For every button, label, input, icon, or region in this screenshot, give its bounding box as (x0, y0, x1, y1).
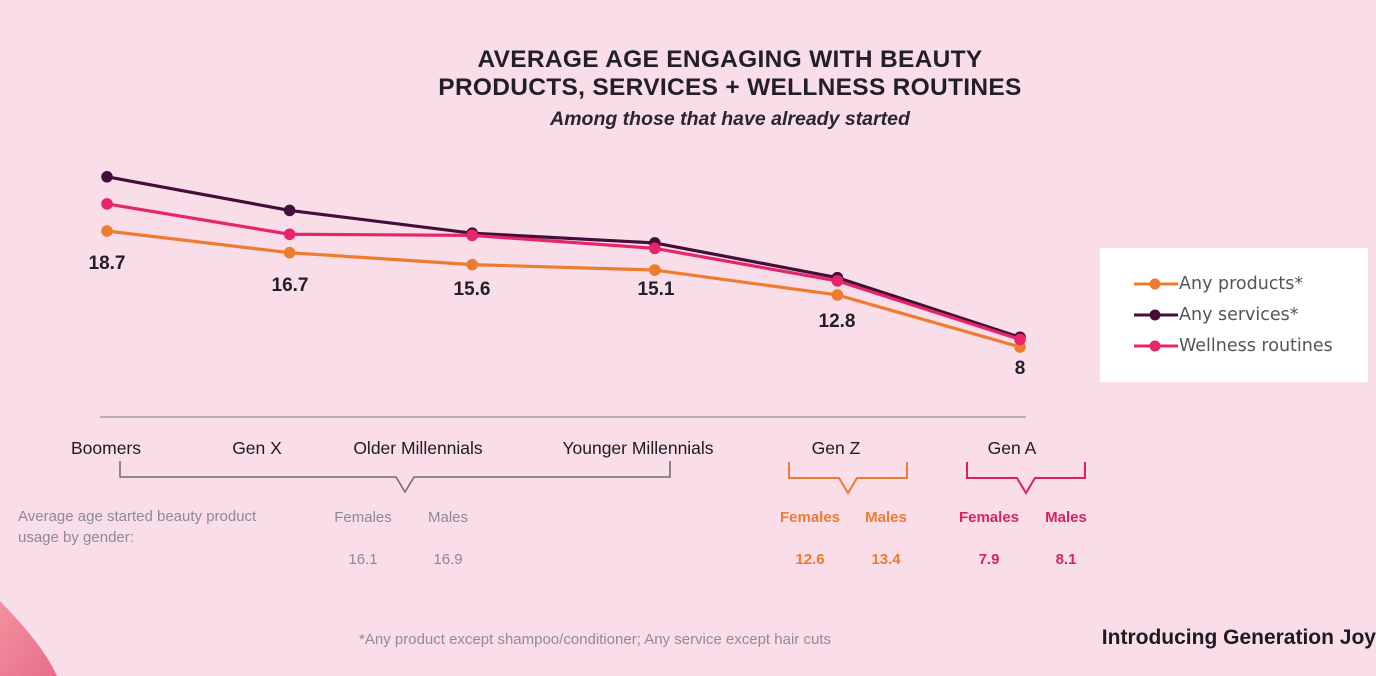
gender-value-males-gen-a: 8.1 (1055, 551, 1077, 568)
data-point-any-services (101, 171, 113, 183)
chart-subtitle: Among those that have already started (550, 108, 910, 130)
category-label-boomers: Boomers (70, 438, 142, 458)
legend-label: Any products* (1179, 274, 1304, 294)
gender-value-females-gen-a: 7.9 (978, 551, 1000, 568)
legend-marker-any-services-icon (1134, 309, 1178, 321)
legend-item-any-products: Any products* (1134, 274, 1368, 294)
gender-header-males-gen-z: Males (865, 509, 907, 526)
legend-label: Wellness routines (1179, 336, 1333, 356)
legend-label: Any services* (1179, 305, 1299, 325)
gender-caption-line2: usage by gender: (18, 528, 134, 546)
gender-caption: Average age started beauty product usage… (18, 507, 348, 548)
data-point-wellness-routines (1014, 333, 1026, 346)
gender-value-males-older: 16.9 (433, 551, 463, 568)
data-label-gen-x: 16.7 (271, 275, 309, 296)
data-point-any-products (831, 289, 844, 301)
chart-title-block: AVERAGE AGE ENGAGING WITH BEAUTY PRODUCT… (380, 46, 1080, 131)
gender-header-males-older: Males (427, 509, 468, 526)
gender-value-females-older: 16.1 (348, 551, 378, 568)
data-point-any-products (649, 264, 661, 276)
legend-item-any-services: Any services* (1134, 305, 1368, 325)
gender-header-males-gen-a: Males (1045, 509, 1087, 526)
series-line-wellness-routines (106, 202, 1021, 341)
gender-value-females-gen-z: 12.6 (795, 551, 825, 568)
chart-title-line2: PRODUCTS, SERVICES + WELLNESS ROUTINES (438, 74, 1022, 101)
pink-blob-decoration (0, 601, 57, 676)
data-point-any-products (283, 246, 296, 259)
series-line-any-services (106, 175, 1021, 339)
legend-marker-any-products-icon (1134, 278, 1178, 290)
data-label-younger-millennials: 15.1 (637, 279, 675, 300)
gender-header-females-older: Females (334, 509, 392, 526)
legend-marker-wellness-routines-icon (1134, 340, 1178, 352)
category-label-gen-a: Gen A (987, 438, 1037, 458)
series-layer (101, 171, 1026, 353)
category-label-younger-millennials: Younger Millennials (562, 438, 714, 458)
tagline: Introducing Generation Joy (1101, 626, 1376, 649)
data-point-wellness-routines (101, 198, 113, 210)
data-point-any-services (283, 204, 296, 217)
bracket-gen-a (966, 462, 1086, 495)
data-point-any-products (101, 225, 113, 237)
data-label-older-millennials: 15.6 (453, 279, 491, 300)
data-label-gen-a: 8 (1014, 358, 1026, 379)
series-line-any-products (106, 229, 1021, 349)
data-label-gen-z: 12.8 (818, 311, 856, 332)
data-point-wellness-routines (831, 275, 844, 287)
bracket-older-generations (119, 461, 671, 494)
data-label-boomers: 18.7 (88, 253, 126, 274)
legend-item-wellness-routines: Wellness routines (1134, 336, 1368, 356)
bracket-gen-z (788, 462, 908, 495)
category-label-gen-x: Gen X (232, 438, 282, 458)
footnote: *Any product except shampoo/conditioner;… (359, 631, 831, 648)
legend-box: Any products* Any services* Wellness rou… (1100, 248, 1368, 382)
category-label-older-millennials: Older Millennials (353, 438, 483, 458)
data-point-wellness-routines (283, 228, 296, 241)
chart-title-line1: AVERAGE AGE ENGAGING WITH BEAUTY (477, 46, 983, 73)
category-label-gen-z: Gen Z (811, 438, 861, 458)
data-point-wellness-routines (466, 229, 479, 242)
gender-value-males-gen-z: 13.4 (871, 551, 901, 568)
gender-header-females-gen-a: Females (958, 509, 1020, 526)
data-point-wellness-routines (649, 242, 661, 255)
gender-header-females-gen-z: Females (779, 509, 841, 526)
gender-caption-line1: Average age started beauty product (18, 508, 257, 525)
data-point-any-products (466, 258, 479, 271)
